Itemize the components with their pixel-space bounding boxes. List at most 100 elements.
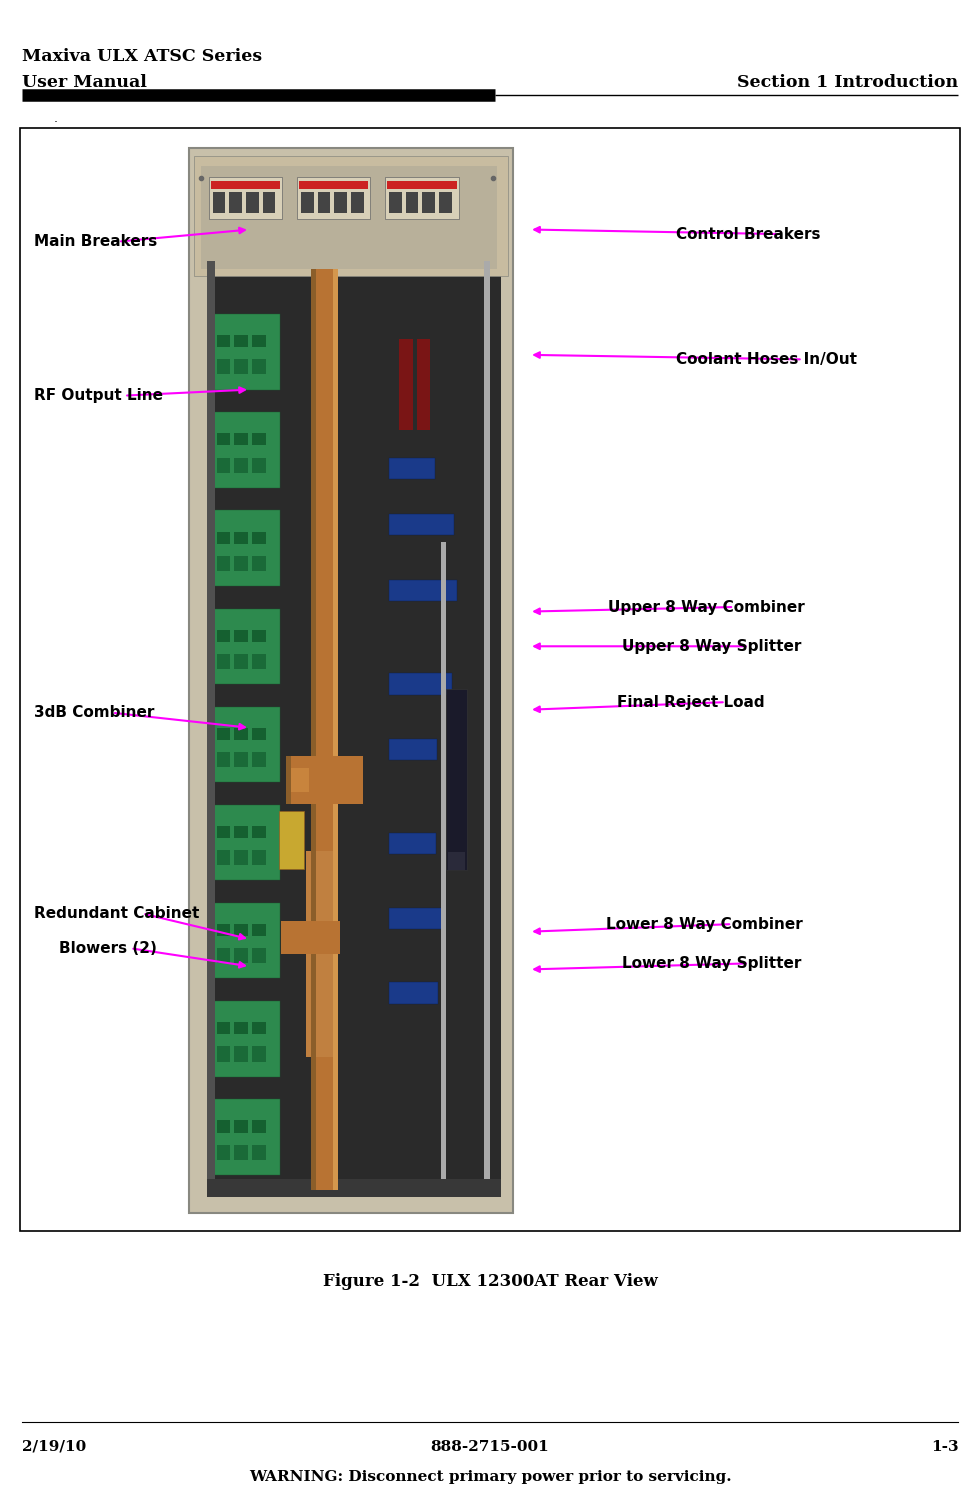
- Bar: [234, 948, 248, 963]
- Bar: [291, 769, 309, 793]
- Bar: [234, 1145, 248, 1160]
- Text: WARNING: Disconnect primary power prior to servicing.: WARNING: Disconnect primary power prior …: [249, 1469, 731, 1484]
- Bar: [422, 192, 435, 213]
- Bar: [416, 340, 430, 430]
- Bar: [20, 128, 960, 1231]
- Bar: [217, 556, 230, 571]
- Bar: [212, 412, 280, 488]
- Bar: [286, 757, 363, 805]
- Text: User Manual: User Manual: [22, 74, 146, 91]
- Bar: [441, 542, 447, 1197]
- Bar: [217, 728, 230, 740]
- Text: 2/19/10: 2/19/10: [22, 1439, 86, 1454]
- Bar: [234, 1046, 248, 1062]
- Bar: [389, 458, 439, 479]
- Bar: [286, 757, 291, 805]
- Text: Upper 8 Way Splitter: Upper 8 Way Splitter: [622, 639, 802, 654]
- Bar: [299, 181, 368, 189]
- Bar: [252, 924, 266, 936]
- Bar: [318, 192, 330, 213]
- Bar: [311, 269, 316, 1190]
- Bar: [234, 924, 248, 936]
- Text: Section 1 Introduction: Section 1 Introduction: [737, 74, 958, 91]
- Bar: [252, 556, 266, 571]
- Bar: [252, 728, 266, 740]
- Bar: [234, 556, 248, 571]
- Bar: [234, 728, 248, 740]
- Bar: [234, 359, 248, 374]
- Bar: [217, 1046, 230, 1062]
- Bar: [389, 673, 445, 695]
- Bar: [217, 654, 230, 669]
- Text: Main Breakers: Main Breakers: [34, 234, 158, 249]
- Text: 1-3: 1-3: [931, 1439, 958, 1454]
- Bar: [334, 192, 347, 213]
- Bar: [389, 983, 461, 1004]
- Bar: [252, 630, 266, 642]
- Bar: [217, 1145, 230, 1160]
- Text: Blowers (2): Blowers (2): [59, 941, 157, 956]
- Bar: [211, 181, 280, 189]
- Bar: [252, 335, 266, 347]
- Bar: [252, 850, 266, 865]
- Bar: [399, 340, 413, 430]
- Bar: [439, 192, 452, 213]
- Bar: [252, 532, 266, 544]
- Bar: [234, 1022, 248, 1034]
- Bar: [212, 314, 280, 390]
- Bar: [201, 166, 497, 269]
- Bar: [217, 826, 230, 838]
- Bar: [389, 908, 455, 929]
- Bar: [207, 261, 501, 1197]
- Bar: [234, 630, 248, 642]
- Bar: [217, 335, 230, 347]
- Bar: [263, 192, 275, 213]
- Bar: [217, 850, 230, 865]
- Bar: [252, 1145, 266, 1160]
- Bar: [333, 269, 338, 1190]
- Bar: [217, 752, 230, 767]
- Bar: [212, 510, 280, 586]
- Bar: [234, 826, 248, 838]
- Bar: [252, 1046, 266, 1062]
- Bar: [217, 433, 230, 445]
- Text: Lower 8 Way Splitter: Lower 8 Way Splitter: [622, 956, 802, 971]
- Bar: [301, 192, 314, 213]
- Bar: [387, 181, 457, 189]
- Bar: [217, 532, 230, 544]
- Bar: [234, 850, 248, 865]
- Bar: [252, 752, 266, 767]
- Bar: [234, 433, 248, 445]
- Text: Redundant Cabinet: Redundant Cabinet: [34, 906, 200, 921]
- Bar: [234, 752, 248, 767]
- Bar: [484, 261, 490, 1197]
- Bar: [252, 826, 266, 838]
- Text: Coolant Hoses In/Out: Coolant Hoses In/Out: [676, 352, 858, 367]
- Text: Figure 1-2  ULX 12300AT Rear View: Figure 1-2 ULX 12300AT Rear View: [322, 1273, 658, 1290]
- Bar: [234, 458, 248, 473]
- Bar: [306, 852, 338, 1057]
- Text: Upper 8 Way Combiner: Upper 8 Way Combiner: [608, 599, 805, 615]
- Text: Control Breakers: Control Breakers: [676, 226, 820, 242]
- Bar: [212, 1099, 280, 1175]
- Bar: [217, 1022, 230, 1034]
- Bar: [207, 1179, 501, 1197]
- Bar: [209, 177, 282, 219]
- Bar: [448, 852, 466, 870]
- Bar: [217, 924, 230, 936]
- Bar: [252, 359, 266, 374]
- Bar: [389, 515, 435, 536]
- Bar: [212, 903, 280, 978]
- Bar: [389, 738, 438, 760]
- Bar: [234, 532, 248, 544]
- Text: Lower 8 Way Combiner: Lower 8 Way Combiner: [606, 917, 803, 932]
- Bar: [234, 1120, 248, 1132]
- Bar: [389, 832, 434, 853]
- Bar: [385, 177, 459, 219]
- Text: 3dB Combiner: 3dB Combiner: [34, 705, 155, 720]
- Bar: [252, 433, 266, 445]
- Text: RF Output Line: RF Output Line: [34, 388, 164, 403]
- Bar: [212, 707, 280, 782]
- Bar: [212, 609, 280, 684]
- Bar: [279, 811, 304, 868]
